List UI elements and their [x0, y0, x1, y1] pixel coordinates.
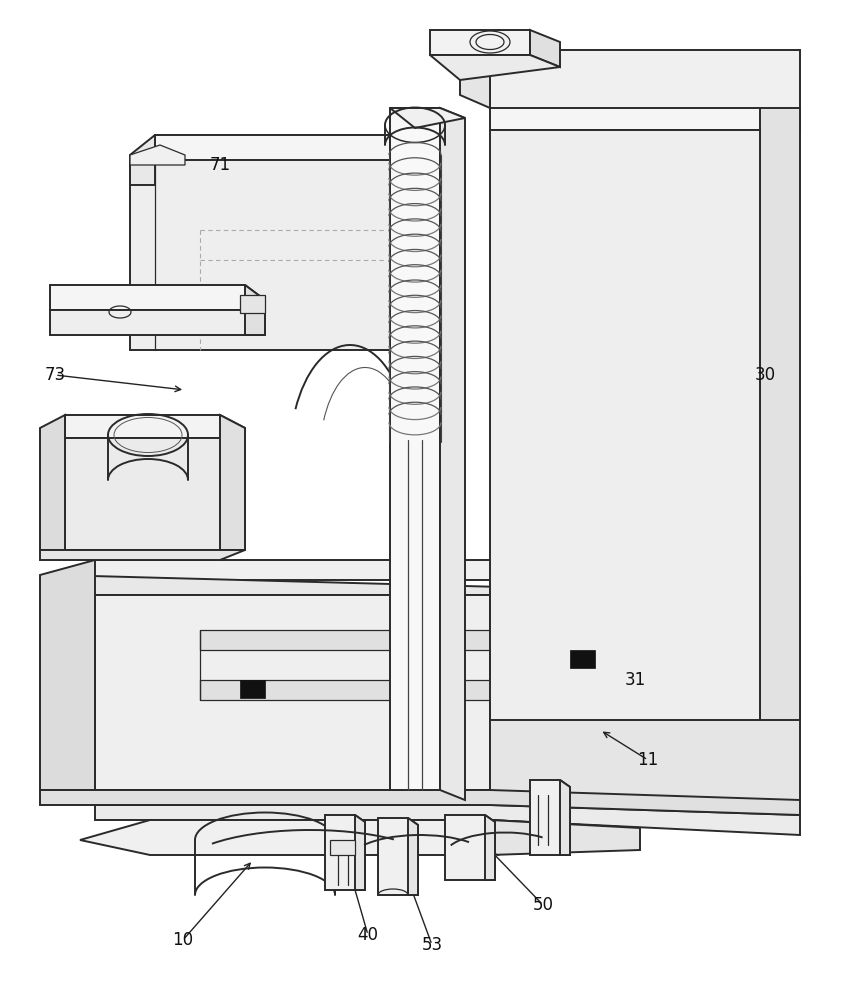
Polygon shape: [330, 840, 355, 855]
Polygon shape: [460, 50, 490, 108]
Polygon shape: [50, 310, 265, 335]
Polygon shape: [760, 80, 800, 720]
Text: 11: 11: [637, 751, 658, 769]
Polygon shape: [95, 805, 800, 835]
Text: 31: 31: [625, 671, 646, 689]
Text: 50: 50: [533, 896, 554, 914]
Text: 40: 40: [358, 926, 378, 944]
Polygon shape: [430, 30, 530, 55]
Polygon shape: [430, 55, 560, 80]
Polygon shape: [80, 820, 640, 855]
Polygon shape: [445, 815, 495, 880]
Polygon shape: [570, 650, 595, 668]
Polygon shape: [490, 50, 800, 108]
Polygon shape: [490, 820, 640, 855]
Polygon shape: [40, 415, 65, 550]
Polygon shape: [530, 30, 560, 67]
Polygon shape: [200, 680, 490, 700]
Polygon shape: [390, 108, 440, 790]
Polygon shape: [560, 780, 570, 855]
Text: 10: 10: [172, 931, 193, 949]
Polygon shape: [130, 160, 390, 350]
Polygon shape: [65, 415, 245, 438]
Polygon shape: [40, 790, 800, 815]
Polygon shape: [40, 560, 95, 790]
Polygon shape: [40, 550, 245, 560]
Polygon shape: [325, 815, 365, 890]
Text: 53: 53: [421, 936, 442, 954]
Polygon shape: [530, 655, 720, 680]
Polygon shape: [355, 815, 365, 890]
Polygon shape: [220, 415, 245, 550]
Polygon shape: [490, 80, 800, 130]
Polygon shape: [245, 285, 265, 335]
Polygon shape: [55, 575, 800, 608]
Polygon shape: [390, 135, 415, 370]
Polygon shape: [485, 815, 495, 880]
Polygon shape: [240, 680, 265, 698]
Text: 73: 73: [45, 366, 66, 384]
Polygon shape: [130, 145, 185, 165]
Polygon shape: [440, 108, 465, 800]
Polygon shape: [130, 135, 155, 185]
Polygon shape: [50, 285, 265, 310]
Polygon shape: [95, 595, 490, 790]
Polygon shape: [240, 295, 265, 313]
Text: 30: 30: [755, 366, 776, 384]
Polygon shape: [408, 818, 418, 895]
Polygon shape: [65, 438, 245, 550]
Polygon shape: [490, 130, 760, 720]
Polygon shape: [530, 780, 570, 855]
Polygon shape: [530, 605, 760, 630]
Polygon shape: [155, 135, 415, 185]
Polygon shape: [490, 580, 800, 800]
Polygon shape: [390, 108, 465, 128]
Polygon shape: [55, 560, 800, 595]
Polygon shape: [378, 818, 418, 895]
Text: 71: 71: [209, 156, 230, 174]
Polygon shape: [200, 630, 490, 650]
